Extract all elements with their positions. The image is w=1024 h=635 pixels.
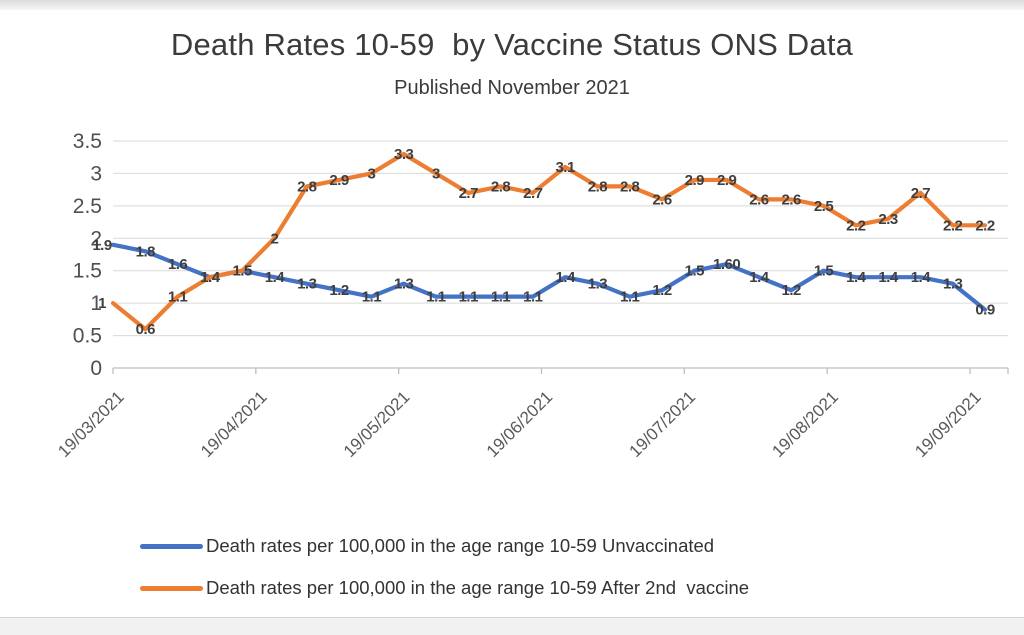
data-label-after-2nd-vaccine: 2.8 — [491, 178, 511, 195]
y-axis-label: 3 — [90, 162, 102, 185]
data-label-unvaccinated: 1.9 — [92, 237, 112, 254]
data-label-unvaccinated: 1.3 — [588, 276, 608, 293]
data-label-unvaccinated: 1.4 — [749, 269, 770, 286]
data-label-after-2nd-vaccine: 1.1 — [168, 289, 188, 306]
data-label-after-2nd-vaccine: 2.9 — [329, 172, 349, 189]
series-line-unvaccinated — [110, 242, 988, 312]
y-axis-label: 0.5 — [73, 325, 102, 348]
data-label-unvaccinated: 1.3 — [943, 276, 963, 293]
data-label-unvaccinated: 1.5 — [233, 263, 253, 280]
data-label-after-2nd-vaccine: 2 — [271, 230, 279, 247]
data-label-unvaccinated: 1.1 — [523, 289, 543, 306]
data-label-after-2nd-vaccine: 2.2 — [943, 217, 963, 234]
data-label-unvaccinated: 1.4 — [911, 269, 932, 286]
data-label-unvaccinated: 1.1 — [459, 289, 479, 306]
y-axis-label: 1 — [90, 292, 102, 315]
data-label-unvaccinated: 1.1 — [620, 289, 640, 306]
legend-swatch-unvaccinated — [140, 543, 203, 549]
data-label-unvaccinated: 0.9 — [975, 302, 995, 319]
data-label-after-2nd-vaccine: 2.9 — [685, 172, 705, 189]
data-label-after-2nd-vaccine: 3.1 — [555, 159, 575, 176]
chart-subtitle: Published November 2021 — [394, 77, 630, 99]
data-label-after-2nd-vaccine: 2.5 — [814, 198, 834, 215]
data-label-after-2nd-vaccine: 2.6 — [749, 191, 769, 208]
bottom-border-strip — [0, 617, 1024, 635]
data-label-after-2nd-vaccine: 1 — [98, 295, 106, 312]
data-label-unvaccinated: 1.1 — [491, 289, 511, 306]
data-label-unvaccinated: 1.1 — [426, 289, 446, 306]
data-label-unvaccinated: 1.4 — [265, 269, 286, 286]
data-label-after-2nd-vaccine: 2.2 — [975, 217, 995, 234]
data-label-unvaccinated: 1.4 — [846, 269, 867, 286]
y-axis-label: 3.5 — [73, 130, 102, 153]
data-label-after-2nd-vaccine: 3 — [432, 165, 440, 182]
legend-label-after-2nd-vaccine: Death rates per 100,000 in the age range… — [206, 577, 750, 598]
data-label-unvaccinated: 1.5 — [814, 263, 834, 280]
legend-label-unvaccinated: Death rates per 100,000 in the age range… — [206, 535, 715, 556]
data-label-unvaccinated: 1.60 — [713, 256, 740, 273]
data-label-unvaccinated: 1.3 — [297, 276, 317, 293]
data-label-after-2nd-vaccine: 2.9 — [717, 172, 737, 189]
legend-swatch-after-2nd-vaccine — [140, 585, 203, 591]
data-label-after-2nd-vaccine: 3 — [367, 165, 375, 182]
y-axis-label: 2 — [90, 227, 102, 250]
data-label-after-2nd-vaccine: 2.8 — [620, 178, 640, 195]
data-label-unvaccinated: 1.4 — [555, 269, 576, 286]
chart-title: Death Rates 10-59 by Vaccine Status ONS … — [170, 27, 854, 62]
data-label-unvaccinated: 1.2 — [329, 282, 349, 299]
data-label-unvaccinated: 1.4 — [200, 269, 221, 286]
data-label-after-2nd-vaccine: 1.4 — [200, 269, 221, 286]
data-label-unvaccinated: 1.2 — [782, 282, 802, 299]
top-border-strip — [0, 0, 1024, 10]
data-label-after-2nd-vaccine: 2.6 — [652, 191, 672, 208]
legend-item-unvaccinated: Death rates per 100,000 in the age range… — [140, 533, 749, 559]
legend-item-after-2nd-vaccine: Death rates per 100,000 in the age range… — [140, 575, 749, 601]
x-axis-label: 19/06/2021 — [483, 387, 557, 461]
data-label-after-2nd-vaccine: 2.3 — [878, 211, 898, 228]
data-label-after-2nd-vaccine: 2.7 — [911, 185, 931, 202]
y-axis-label: 2.5 — [73, 195, 102, 218]
data-label-after-2nd-vaccine: 2.8 — [297, 178, 317, 195]
data-label-unvaccinated: 1.2 — [652, 282, 672, 299]
x-axis-label: 19/03/2021 — [54, 387, 128, 461]
x-axis-label: 19/09/2021 — [911, 387, 985, 461]
data-label-unvaccinated: 1.6 — [168, 256, 188, 273]
x-axis-label: 19/07/2021 — [626, 387, 700, 461]
data-label-after-2nd-vaccine: 2.6 — [782, 191, 802, 208]
data-label-unvaccinated: 1.8 — [136, 243, 156, 260]
data-label-after-2nd-vaccine: 1.5 — [233, 263, 253, 280]
series-line-after-2nd-vaccine — [110, 151, 988, 332]
data-label-unvaccinated: 1.3 — [394, 276, 414, 293]
x-axis-label: 19/05/2021 — [340, 387, 414, 461]
data-label-unvaccinated: 1.5 — [685, 263, 705, 280]
y-axis-label: 1.5 — [73, 260, 102, 283]
data-label-unvaccinated: 1.1 — [362, 289, 382, 306]
x-axis-label: 19/04/2021 — [197, 387, 271, 461]
data-label-after-2nd-vaccine: 2.2 — [846, 217, 866, 234]
data-label-after-2nd-vaccine: 3.3 — [394, 146, 414, 163]
data-label-after-2nd-vaccine: 2.7 — [523, 185, 543, 202]
x-axis-label: 19/08/2021 — [768, 387, 842, 461]
data-label-after-2nd-vaccine: 2.8 — [588, 178, 608, 195]
data-label-after-2nd-vaccine: 0.6 — [136, 321, 156, 338]
legend: Death rates per 100,000 in the age range… — [140, 533, 749, 601]
data-label-after-2nd-vaccine: 2.7 — [459, 185, 479, 202]
y-axis-label: 0 — [90, 357, 102, 380]
data-label-unvaccinated: 1.4 — [878, 269, 899, 286]
